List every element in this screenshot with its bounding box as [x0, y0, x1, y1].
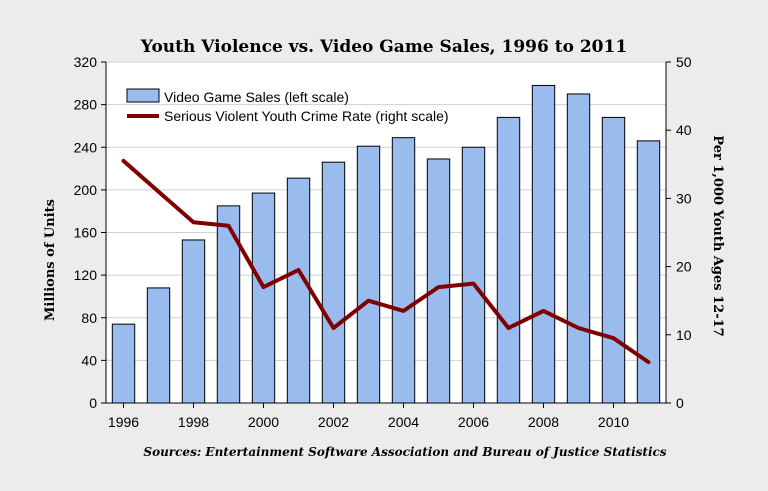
bar — [181, 239, 206, 404]
y-right-tick-label: 20 — [676, 259, 692, 275]
y-left-tick-label: 240 — [74, 139, 98, 155]
y-right-tick-label: 30 — [676, 190, 692, 206]
x-tick-label: 2006 — [458, 414, 489, 430]
bar — [356, 145, 381, 404]
bar — [321, 161, 346, 404]
y-left-tick-label: 120 — [74, 267, 98, 283]
y-left-tick-label: 40 — [81, 352, 97, 368]
legend-label-bar: Video Game Sales (left scale) — [164, 89, 349, 105]
bar — [286, 177, 311, 404]
y-right-tick-label: 50 — [676, 54, 692, 70]
y-right-tick-label: 10 — [676, 327, 692, 343]
x-tick-label: 1996 — [108, 414, 139, 430]
x-tick-label: 2004 — [388, 414, 419, 430]
bar — [601, 116, 626, 404]
bar — [251, 192, 276, 404]
legend-swatch-bar — [126, 88, 160, 103]
x-tick-label: 2000 — [248, 414, 279, 430]
legend-label-line: Serious Violent Youth Crime Rate (right … — [164, 108, 449, 124]
bar — [531, 84, 556, 404]
source-note: Sources: Entertainment Software Associat… — [143, 445, 666, 459]
x-tick-label: 1998 — [178, 414, 209, 430]
legend: Video Game Sales (left scale) Serious Vio… — [126, 88, 449, 124]
bar — [426, 158, 451, 404]
y-left-tick-label: 80 — [81, 310, 97, 326]
chart-title: Youth Violence vs. Video Game Sales, 199… — [140, 37, 627, 57]
line-series — [121, 158, 651, 365]
bar — [146, 287, 171, 404]
y-axis-left-label: Millions of Units — [43, 199, 58, 321]
crime-rate-line — [121, 158, 651, 365]
y-left-tick-label: 280 — [74, 97, 98, 113]
bar — [391, 137, 416, 404]
bar — [496, 116, 521, 404]
y-left-tick-label: 0 — [89, 395, 97, 411]
y-right-tick-label: 40 — [676, 122, 692, 138]
bar — [111, 323, 136, 404]
y-left-tick-label: 160 — [74, 225, 98, 241]
y-left-tick-label: 320 — [74, 54, 98, 70]
bar — [566, 93, 591, 404]
x-tick-label: 2008 — [528, 414, 559, 430]
y-left-tick-label: 200 — [74, 182, 98, 198]
y-right-tick-label: 0 — [676, 395, 684, 411]
x-tick-label: 2002 — [318, 414, 349, 430]
x-tick-label: 2010 — [598, 414, 629, 430]
y-axis-right-label: Per 1,000 Youth Ages 12-17 — [710, 135, 725, 336]
axes: 0 40 80 120 160 200 240 280 320 0 10 20 30 40 50 1996 19… — [74, 54, 692, 430]
bar — [461, 146, 486, 404]
